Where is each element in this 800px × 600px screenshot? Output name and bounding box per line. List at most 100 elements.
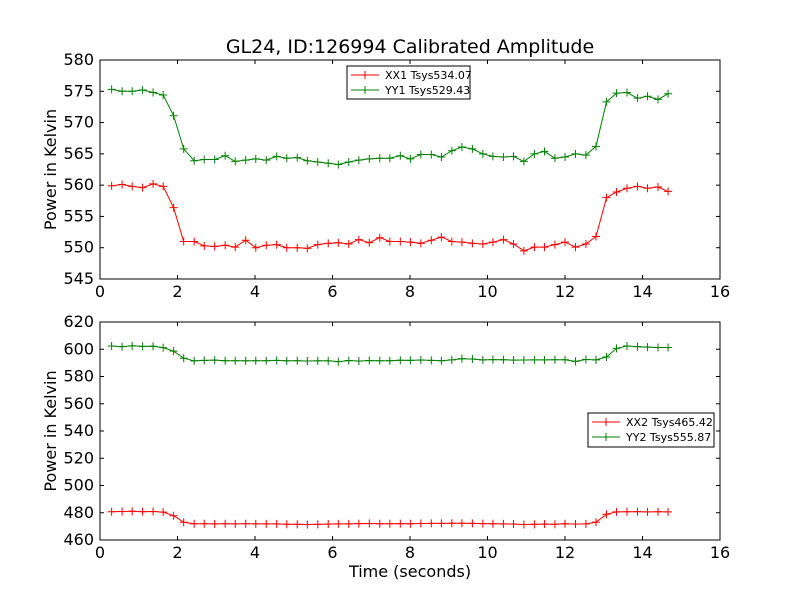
data-point-marker bbox=[468, 239, 477, 248]
data-point-marker bbox=[128, 182, 137, 191]
data-point-marker bbox=[437, 233, 446, 242]
data-point-marker bbox=[519, 520, 528, 529]
data-point-marker bbox=[149, 179, 158, 188]
data-point-marker bbox=[643, 92, 652, 101]
data-point-marker bbox=[457, 238, 466, 247]
data-point-marker bbox=[231, 243, 240, 252]
data-point-marker bbox=[159, 182, 168, 191]
data-point-marker bbox=[241, 236, 250, 245]
data-point-marker bbox=[612, 344, 621, 353]
x-tick-label: 10 bbox=[477, 282, 497, 301]
data-point-marker bbox=[571, 243, 580, 252]
data-point-marker bbox=[447, 237, 456, 246]
data-point-marker bbox=[509, 520, 518, 529]
data-point-marker bbox=[221, 241, 230, 250]
data-point-marker bbox=[416, 356, 425, 365]
data-point-marker bbox=[654, 507, 662, 516]
data-point-marker bbox=[427, 519, 436, 528]
data-point-marker bbox=[344, 519, 353, 528]
data-point-marker bbox=[488, 238, 497, 247]
data-point-marker bbox=[324, 159, 333, 168]
data-point-marker bbox=[272, 152, 281, 161]
data-point-marker bbox=[519, 356, 528, 365]
data-point-marker bbox=[509, 152, 518, 161]
x-tick-label: 12 bbox=[555, 543, 575, 562]
series-line-yy1 bbox=[111, 88, 669, 166]
y-tick-label: 565 bbox=[63, 144, 94, 163]
data-point-marker bbox=[416, 150, 425, 159]
x-tick-label: 6 bbox=[327, 543, 337, 562]
data-point-marker bbox=[128, 507, 137, 516]
data-point-marker bbox=[581, 151, 590, 160]
y-tick-label: 620 bbox=[63, 312, 94, 331]
data-point-marker bbox=[530, 520, 539, 529]
data-point-marker bbox=[654, 343, 662, 352]
data-point-marker bbox=[251, 243, 260, 252]
data-point-marker bbox=[334, 357, 343, 366]
data-point-marker bbox=[241, 156, 250, 165]
data-point-marker bbox=[107, 181, 116, 190]
data-point-marker bbox=[612, 507, 621, 516]
data-point-marker bbox=[375, 154, 384, 163]
data-point-marker bbox=[540, 520, 549, 529]
y-tick-label: 600 bbox=[63, 339, 94, 358]
data-point-marker bbox=[550, 154, 559, 163]
x-tick-label: 6 bbox=[327, 282, 337, 301]
data-point-marker bbox=[251, 519, 260, 528]
data-point-marker bbox=[179, 144, 188, 153]
data-point-marker bbox=[643, 343, 652, 352]
data-point-marker bbox=[488, 152, 497, 161]
data-point-marker bbox=[272, 240, 281, 249]
data-point-marker bbox=[571, 149, 580, 158]
data-point-marker bbox=[128, 87, 137, 96]
data-point-marker bbox=[437, 152, 446, 161]
data-point-marker bbox=[190, 356, 199, 365]
data-point-marker bbox=[478, 239, 487, 248]
x-tick-label: 16 bbox=[710, 282, 730, 301]
chart-panel-1: GL24, ID:126994 Calibrated Amplitude 0 2 4 6… bbox=[41, 36, 730, 301]
data-point-marker bbox=[385, 154, 394, 163]
data-point-marker bbox=[375, 519, 384, 528]
y-tick-label: 540 bbox=[63, 421, 94, 440]
data-point-marker bbox=[447, 146, 456, 155]
data-point-marker bbox=[324, 356, 333, 365]
legend-label: YY2 Tsys555.87 bbox=[625, 431, 711, 444]
data-point-marker bbox=[664, 187, 673, 196]
data-point-marker bbox=[623, 184, 631, 193]
data-point-marker bbox=[654, 95, 662, 104]
data-point-marker bbox=[499, 235, 508, 244]
x-tick-label: 8 bbox=[405, 282, 415, 301]
data-point-marker bbox=[509, 356, 518, 365]
data-point-marker bbox=[468, 355, 477, 364]
data-point-marker bbox=[200, 155, 209, 164]
data-point-marker bbox=[293, 356, 302, 365]
data-point-marker bbox=[468, 144, 477, 153]
data-point-marker bbox=[138, 183, 147, 192]
data-point-marker bbox=[334, 238, 343, 247]
data-point-marker bbox=[519, 246, 528, 255]
data-point-marker bbox=[159, 91, 168, 100]
data-point-marker bbox=[282, 520, 291, 529]
data-point-marker bbox=[427, 236, 436, 245]
data-point-marker bbox=[118, 180, 127, 189]
data-point-marker bbox=[138, 86, 147, 95]
data-point-marker bbox=[303, 356, 312, 365]
legend-marker bbox=[602, 418, 610, 426]
data-point-marker bbox=[344, 157, 353, 166]
y-tick-label: 545 bbox=[63, 269, 94, 288]
data-point-marker bbox=[623, 88, 631, 97]
data-point-marker bbox=[457, 519, 466, 528]
data-point-marker bbox=[540, 243, 549, 252]
data-point-marker bbox=[159, 508, 168, 517]
data-point-marker bbox=[602, 97, 611, 106]
data-point-marker bbox=[149, 507, 158, 516]
data-point-marker bbox=[612, 89, 621, 98]
data-point-marker bbox=[118, 342, 127, 351]
data-point-marker bbox=[540, 355, 549, 364]
data-point-marker bbox=[200, 519, 209, 528]
data-point-marker bbox=[478, 355, 487, 364]
legend-marker bbox=[602, 433, 610, 441]
data-point-marker bbox=[293, 153, 302, 162]
data-point-marker bbox=[623, 507, 631, 516]
data-point-marker bbox=[550, 355, 559, 364]
